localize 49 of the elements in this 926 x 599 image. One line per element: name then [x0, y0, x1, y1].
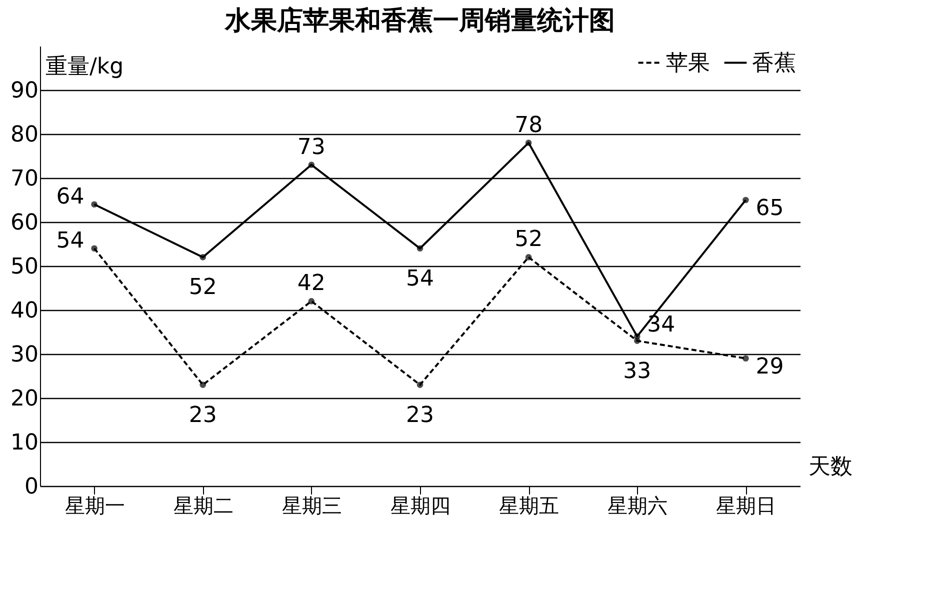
point	[416, 245, 424, 252]
data-label: 52	[514, 227, 543, 252]
x-axis-title: 天数	[808, 454, 852, 480]
y-tick-label: 10	[10, 430, 38, 456]
data-label: 65	[756, 196, 784, 221]
point	[742, 355, 749, 362]
data-label: 23	[188, 402, 217, 428]
data-label: 42	[297, 271, 326, 296]
data-label: 29	[756, 354, 784, 380]
y-tick-label: 40	[10, 298, 38, 324]
point	[91, 201, 98, 208]
x-tick-label: 星期四	[390, 494, 450, 518]
point	[742, 196, 749, 204]
data-label: 54	[406, 266, 434, 292]
data-label: 33	[623, 358, 652, 384]
point	[91, 245, 98, 252]
point	[525, 140, 532, 146]
y-tick-label: 80	[10, 122, 38, 148]
x-tick-label: 星期五	[499, 494, 560, 518]
y-tick-label: 90	[10, 78, 38, 104]
y-tick-label: 30	[10, 342, 38, 368]
point	[200, 254, 206, 260]
legend-label: 苹果	[666, 50, 710, 76]
x-tick-label: 星期一	[64, 494, 125, 518]
point	[634, 333, 640, 340]
point	[200, 382, 206, 388]
data-label: 73	[297, 134, 326, 160]
y-axis-title: 重量/kg	[46, 54, 124, 80]
data-label: 54	[56, 228, 84, 254]
x-tick-label: 星期二	[173, 494, 234, 518]
data-label: 23	[406, 402, 434, 428]
y-tick-label: 20	[10, 386, 38, 412]
data-label: 64	[56, 184, 84, 210]
point	[416, 382, 424, 388]
y-tick-label: 0	[24, 474, 38, 500]
data-label: 78	[514, 112, 543, 138]
point	[308, 162, 315, 168]
x-tick-label: 星期三	[282, 494, 342, 518]
data-label: 34	[647, 312, 676, 338]
legend-label: 香蕉	[752, 50, 796, 76]
y-tick-label: 60	[10, 210, 38, 236]
y-tick-label: 50	[10, 254, 38, 280]
point	[525, 254, 532, 260]
x-tick-label: 星期日	[716, 494, 776, 518]
x-tick-label: 星期六	[608, 494, 668, 518]
point	[308, 298, 315, 304]
chart-title: 水果店苹果和香蕉一周销量统计图	[224, 6, 615, 36]
y-tick-label: 70	[10, 166, 38, 192]
data-label: 52	[188, 275, 217, 300]
